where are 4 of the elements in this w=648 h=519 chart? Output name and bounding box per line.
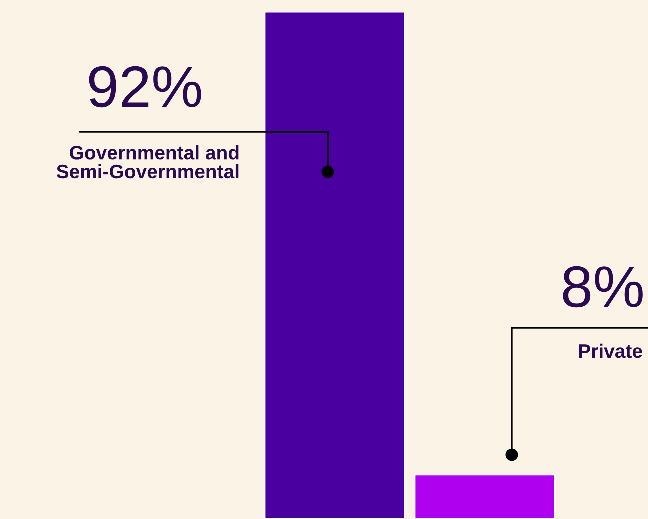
text: Governmental and Semi-Governmental	[56, 146, 239, 179]
text: Private	[579, 344, 642, 358]
data-label: 92%	[89, 66, 202, 108]
data-label: 8%	[563, 266, 643, 308]
